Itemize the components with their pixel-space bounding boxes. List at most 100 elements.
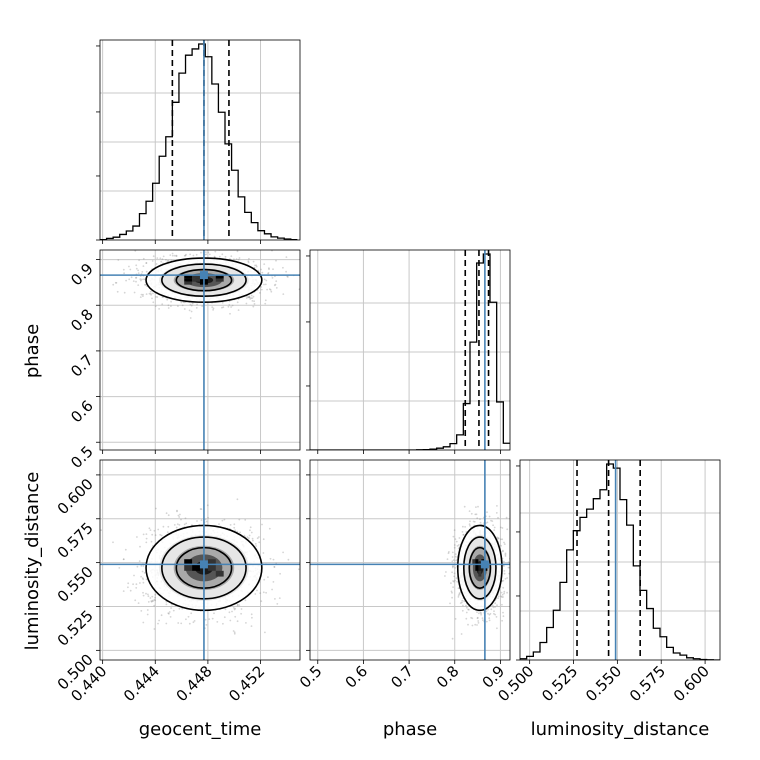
- sample-point: [205, 520, 208, 523]
- sample-point: [230, 306, 233, 308]
- sample-point: [221, 253, 224, 256]
- sample-point: [229, 619, 232, 622]
- sample-point: [250, 625, 253, 627]
- sample-point: [140, 279, 142, 282]
- sample-point: [142, 278, 145, 281]
- sample-point: [183, 254, 186, 257]
- sample-point: [136, 536, 138, 538]
- sample-point: [259, 292, 261, 294]
- sample-point: [233, 632, 236, 635]
- truth-marker: [199, 560, 208, 569]
- sample-point: [247, 260, 250, 263]
- sample-point: [502, 615, 505, 618]
- sample-point: [189, 317, 192, 319]
- sample-point: [493, 610, 495, 613]
- sample-point: [161, 258, 164, 261]
- sample-point: [493, 526, 496, 529]
- sample-point: [452, 586, 454, 588]
- sample-point: [287, 558, 290, 561]
- sample-point: [158, 308, 161, 310]
- sample-point: [272, 558, 275, 561]
- sample-point: [129, 589, 132, 592]
- x-tick-label-luminosity_distance: 0.550: [582, 662, 625, 705]
- sample-point: [233, 608, 236, 611]
- sample-point: [147, 593, 149, 596]
- sample-point: [166, 260, 169, 263]
- sample-point: [177, 622, 180, 624]
- sample-point: [455, 577, 458, 580]
- sample-point: [145, 537, 148, 540]
- sample-point: [139, 582, 141, 584]
- sample-point: [485, 610, 488, 613]
- sample-point: [273, 284, 276, 287]
- sample-point: [497, 597, 499, 599]
- sample-point: [151, 533, 154, 536]
- sample-point: [161, 296, 164, 299]
- sample-point: [506, 591, 508, 594]
- sample-point: [486, 511, 488, 514]
- sample-point: [154, 599, 157, 602]
- sample-point: [501, 527, 504, 529]
- sample-point: [268, 288, 271, 291]
- sample-point: [180, 622, 183, 625]
- sample-point: [455, 559, 458, 562]
- sample-point: [171, 252, 174, 255]
- sample-point: [149, 597, 152, 599]
- sample-point: [453, 529, 456, 531]
- sample-point: [451, 571, 453, 574]
- sample-point: [151, 297, 153, 300]
- sample-point: [265, 279, 268, 282]
- sample-point: [487, 612, 489, 615]
- xlabel-geocent-time: geocent_time: [139, 719, 262, 740]
- ylabel-luminosity-distance: luminosity_distance: [22, 472, 43, 651]
- sample-point: [208, 618, 211, 620]
- sample-point: [260, 288, 263, 291]
- sample-point: [204, 618, 207, 621]
- sample-point: [152, 255, 155, 258]
- sample-point: [176, 509, 178, 512]
- sample-point: [268, 268, 270, 271]
- sample-point: [169, 254, 172, 256]
- density-block: [207, 565, 216, 571]
- sample-point: [479, 518, 481, 521]
- density-block: [192, 278, 200, 282]
- sample-point: [213, 255, 216, 258]
- sample-point: [234, 529, 237, 532]
- sample-point: [476, 617, 479, 620]
- sample-point: [449, 602, 451, 605]
- sample-point: [135, 280, 137, 283]
- sample-point: [165, 622, 168, 625]
- sample-point: [468, 523, 471, 526]
- sample-point: [132, 583, 135, 586]
- sample-point: [503, 565, 505, 567]
- sample-point: [462, 525, 464, 528]
- sample-point: [252, 539, 254, 542]
- sample-point: [142, 295, 144, 297]
- sample-point: [454, 538, 457, 540]
- sample-point: [506, 528, 509, 531]
- sample-point: [144, 284, 147, 286]
- sample-point: [227, 305, 230, 308]
- sample-point: [501, 593, 504, 596]
- sample-point: [229, 312, 231, 315]
- sample-point: [149, 292, 152, 295]
- sample-point: [200, 251, 202, 254]
- sample-point: [267, 272, 269, 275]
- sample-point: [181, 304, 184, 307]
- sample-point: [188, 622, 191, 625]
- sample-point: [176, 510, 178, 513]
- sample-point: [197, 246, 199, 248]
- joint-panel-geocent_time-phase: 0.5 0.6 0.7 0.8 0.9: [67, 246, 301, 472]
- sample-point: [240, 612, 243, 615]
- sample-point: [177, 305, 179, 307]
- sample-point: [157, 528, 160, 531]
- sample-point: [462, 533, 465, 536]
- sample-point: [481, 617, 484, 619]
- sample-point: [246, 536, 249, 539]
- sample-point: [248, 257, 250, 260]
- sample-point: [153, 604, 156, 607]
- contour-line: [468, 546, 492, 589]
- sample-point: [454, 618, 457, 620]
- sample-point: [214, 250, 217, 253]
- sample-point: [184, 517, 187, 520]
